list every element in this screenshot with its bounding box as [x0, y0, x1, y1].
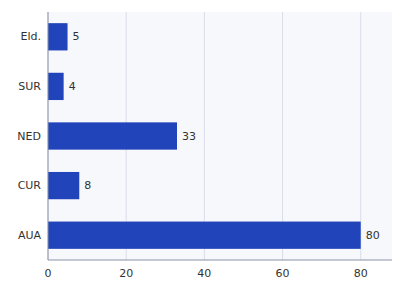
data-label: 5 [73, 30, 80, 43]
bar [48, 122, 177, 149]
bar [48, 222, 361, 249]
plot-background [48, 12, 392, 260]
y-tick-label: CUR [18, 179, 42, 192]
data-label: 8 [84, 179, 91, 192]
chart-container: 0 20 40 60 80 80 8 33 4 5 AUA CUR NED SUR Eld. [0, 0, 420, 290]
chart: 0 20 40 60 80 80 8 33 4 5 AUA CUR NED SUR Eld. [0, 0, 420, 290]
y-tick-label: NED [17, 130, 41, 143]
x-tick-label: 20 [119, 267, 133, 280]
x-axis-line [48, 260, 392, 261]
x-tick-label: 40 [197, 267, 211, 280]
y-tick-label: AUA [18, 229, 42, 242]
grid-line [48, 12, 49, 260]
x-tick-label: 80 [354, 267, 368, 280]
data-label: 4 [69, 80, 76, 93]
y-tick-label: Eld. [21, 30, 42, 43]
bars [48, 23, 361, 249]
x-tick-label: 0 [45, 267, 52, 280]
data-label: 80 [366, 229, 380, 242]
x-tick-label: 60 [276, 267, 290, 280]
data-label: 33 [182, 130, 196, 143]
y-axis-line [48, 12, 49, 260]
bar [48, 172, 79, 199]
bar [48, 73, 64, 100]
bar [48, 23, 68, 50]
y-tick-label: SUR [18, 80, 41, 93]
